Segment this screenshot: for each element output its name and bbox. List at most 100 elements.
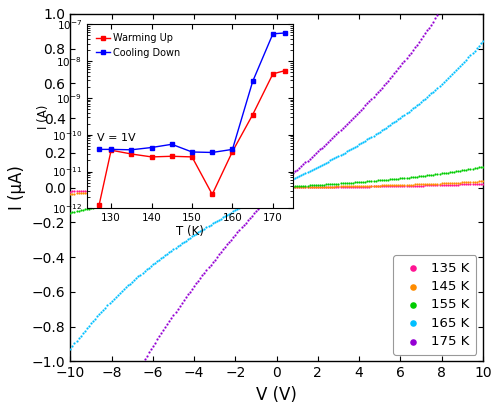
135 K (436, 182, 444, 188)
155 K (100, 203, 108, 209)
135 K (428, 182, 436, 189)
135 K (400, 183, 408, 189)
X-axis label: V (V): V (V) (256, 386, 297, 404)
155 K (359, 178, 367, 185)
165 K (110, 296, 118, 302)
155 K (87, 205, 95, 211)
165 K (415, 100, 423, 107)
175 K (206, 261, 214, 268)
165 K (196, 228, 204, 234)
155 K (264, 185, 272, 192)
175 K (392, 68, 400, 74)
165 K (89, 318, 97, 324)
165 K (232, 207, 239, 213)
155 K (134, 197, 142, 204)
165 K (132, 275, 140, 281)
145 K (132, 187, 140, 194)
155 K (342, 180, 350, 186)
165 K (470, 47, 478, 54)
135 K (81, 187, 89, 194)
165 K (164, 250, 172, 257)
155 K (70, 208, 78, 215)
135 K (316, 184, 324, 190)
135 K (122, 186, 130, 193)
145 K (98, 189, 106, 195)
135 K (283, 184, 291, 191)
135 K (326, 184, 334, 190)
155 K (291, 183, 299, 190)
145 K (336, 183, 344, 190)
145 K (104, 189, 112, 195)
145 K (161, 187, 169, 193)
165 K (293, 174, 301, 180)
165 K (382, 124, 390, 131)
135 K (474, 180, 482, 187)
175 K (419, 33, 427, 40)
135 K (184, 185, 192, 192)
145 K (200, 185, 208, 192)
145 K (438, 180, 446, 187)
135 K (215, 185, 223, 192)
135 K (477, 180, 485, 187)
155 K (423, 172, 431, 179)
145 K (168, 186, 175, 193)
145 K (400, 182, 408, 188)
175 K (180, 297, 188, 303)
175 K (254, 205, 262, 212)
145 K (276, 184, 284, 191)
175 K (322, 140, 330, 147)
145 K (266, 184, 274, 191)
155 K (411, 173, 419, 180)
175 K (438, 6, 446, 12)
145 K (102, 189, 110, 195)
165 K (161, 252, 169, 258)
155 K (376, 177, 384, 184)
135 K (116, 187, 124, 193)
175 K (134, 366, 142, 373)
135 K (355, 183, 363, 190)
135 K (368, 183, 376, 190)
175 K (330, 133, 338, 139)
165 K (225, 211, 233, 217)
145 K (380, 182, 388, 189)
135 K (384, 183, 392, 190)
175 K (400, 57, 408, 64)
175 K (316, 146, 324, 153)
135 K (468, 181, 476, 187)
155 K (98, 203, 106, 209)
145 K (142, 187, 150, 194)
155 K (419, 173, 427, 179)
135 K (302, 184, 310, 191)
155 K (213, 189, 221, 195)
145 K (134, 187, 142, 194)
145 K (334, 183, 342, 190)
145 K (246, 185, 254, 191)
155 K (83, 206, 91, 212)
175 K (298, 163, 306, 169)
165 K (374, 130, 382, 136)
175 K (112, 408, 120, 412)
175 K (194, 277, 202, 284)
135 K (392, 183, 400, 190)
135 K (372, 183, 380, 190)
155 K (402, 174, 410, 181)
145 K (221, 185, 229, 192)
165 K (300, 171, 308, 178)
135 K (202, 185, 210, 192)
175 K (151, 339, 159, 346)
155 K (91, 204, 99, 211)
175 K (140, 356, 148, 363)
165 K (130, 276, 138, 283)
135 K (296, 184, 304, 191)
135 K (161, 185, 169, 192)
165 K (155, 256, 163, 263)
175 K (234, 229, 241, 236)
175 K (164, 320, 172, 327)
145 K (318, 183, 326, 190)
165 K (322, 159, 330, 166)
135 K (359, 183, 367, 190)
155 K (390, 176, 398, 182)
165 K (120, 286, 128, 293)
165 K (74, 335, 82, 342)
145 K (232, 185, 239, 192)
